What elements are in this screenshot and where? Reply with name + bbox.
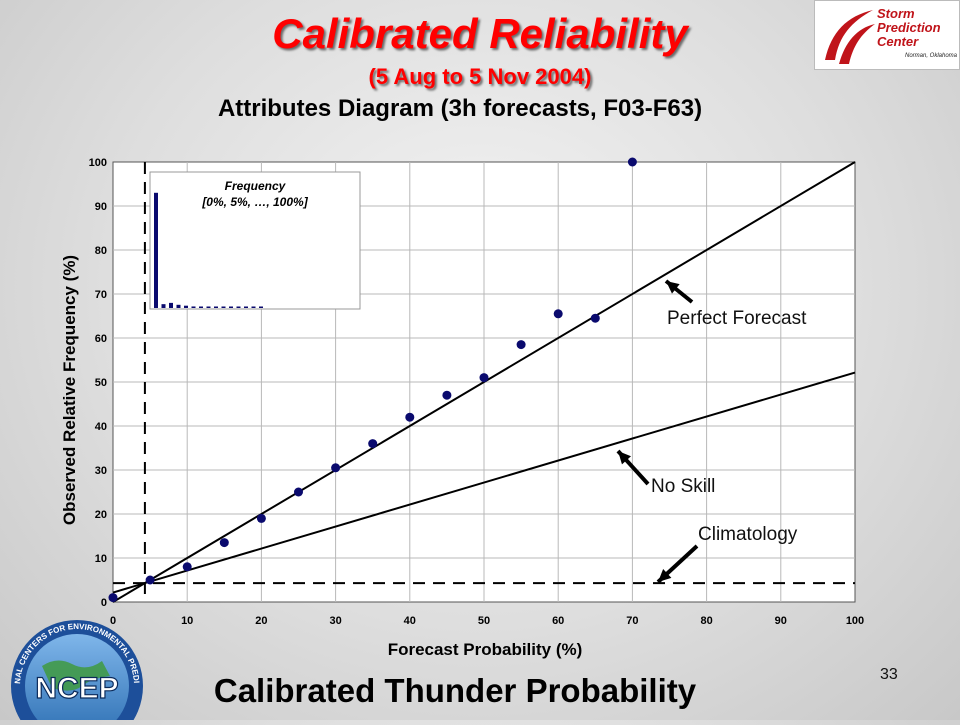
data-point xyxy=(108,593,118,603)
data-point xyxy=(553,309,563,319)
bottom-title: Calibrated Thunder Probability xyxy=(213,672,697,709)
climatology-arrow-head xyxy=(658,568,672,582)
y-tick-label: 90 xyxy=(95,201,107,213)
data-point xyxy=(442,390,452,400)
data-point xyxy=(516,340,526,350)
y-tick-label: 80 xyxy=(95,245,107,257)
data-point xyxy=(627,157,637,167)
x-tick-label: 80 xyxy=(700,615,712,627)
data-point xyxy=(294,487,303,497)
inset-bar xyxy=(184,305,188,308)
inset-bar xyxy=(154,192,158,308)
x-tick-label: 30 xyxy=(329,615,341,627)
inset-bar xyxy=(161,304,166,308)
y-axis-label: Observed Relative Frequency (%) xyxy=(60,255,79,525)
inset-frame xyxy=(149,171,361,310)
perfect-forecast-arrow-head xyxy=(666,281,680,294)
data-point xyxy=(256,513,266,523)
data-point xyxy=(182,562,192,572)
inset-bar xyxy=(191,306,196,308)
inset-title: Frequency xyxy=(225,179,287,193)
inset-bar xyxy=(169,302,173,308)
x-tick-label: 50 xyxy=(478,615,490,627)
data-point xyxy=(479,373,489,383)
inset-bar xyxy=(244,306,248,308)
y-tick-label: 50 xyxy=(95,377,107,389)
slide-subtitle: (5 Aug to 5 Nov 2004) xyxy=(368,64,592,89)
y-tick-label: 40 xyxy=(95,421,107,433)
y-tick-label: 100 xyxy=(89,157,107,169)
y-tick-label: 60 xyxy=(95,333,107,345)
x-tick-label: 60 xyxy=(552,615,564,627)
no-skill-line xyxy=(112,371,856,594)
spc-location: Norman, Oklahoma xyxy=(905,53,958,59)
data-point xyxy=(219,538,229,548)
inset-bar xyxy=(199,306,203,308)
y-tick-label: 10 xyxy=(95,553,107,565)
inset-bar xyxy=(214,306,218,308)
y-tick-label: 30 xyxy=(95,465,107,477)
inset-bar xyxy=(259,306,263,308)
x-tick-label: 10 xyxy=(181,615,193,627)
y-tick-label: 20 xyxy=(95,509,107,521)
inset-subtitle: [0%, 5%, …, 100%] xyxy=(201,195,308,209)
climatology-label: Climatology xyxy=(698,524,798,545)
x-tick-label: 40 xyxy=(404,615,416,627)
inset-bar xyxy=(229,306,233,308)
inset-bar xyxy=(206,306,211,308)
chart-title: Attributes Diagram (3h forecasts, F03-F6… xyxy=(218,95,702,122)
ncep-initials: NCEP xyxy=(35,672,118,705)
y-tick-label: 70 xyxy=(95,289,107,301)
inset-bar xyxy=(251,306,256,308)
spc-logo: Storm Prediction Center Norman, Oklahoma xyxy=(814,0,960,70)
data-point xyxy=(145,575,155,585)
x-tick-label: 0 xyxy=(110,615,116,627)
x-tick-label: 100 xyxy=(846,615,864,627)
data-point xyxy=(405,412,415,422)
slide-title: Calibrated Reliability xyxy=(272,10,688,57)
no-skill-arrow-head xyxy=(618,451,631,465)
x-tick-label: 70 xyxy=(626,615,638,627)
perfect-forecast-label: Perfect Forecast xyxy=(667,308,807,329)
data-point xyxy=(331,463,341,473)
no-skill-label: No Skill xyxy=(651,476,715,497)
x-tick-label: 90 xyxy=(775,615,787,627)
slide-number: 33 xyxy=(880,666,898,683)
spc-wordmark: Storm Prediction Center xyxy=(877,6,941,49)
x-tick-label: 20 xyxy=(255,615,267,627)
inset-bar xyxy=(221,306,226,308)
ncep-logo: NATIONAL CENTERS FOR ENVIRONMENTAL PREDI… xyxy=(0,599,152,725)
data-point xyxy=(368,439,378,449)
spc-swoosh-icon xyxy=(825,10,875,64)
inset-bar xyxy=(236,306,241,308)
x-axis-label: Forecast Probability (%) xyxy=(388,640,583,659)
data-point xyxy=(590,313,600,323)
inset-bar xyxy=(176,304,181,308)
y-tick-label: 0 xyxy=(101,597,107,609)
